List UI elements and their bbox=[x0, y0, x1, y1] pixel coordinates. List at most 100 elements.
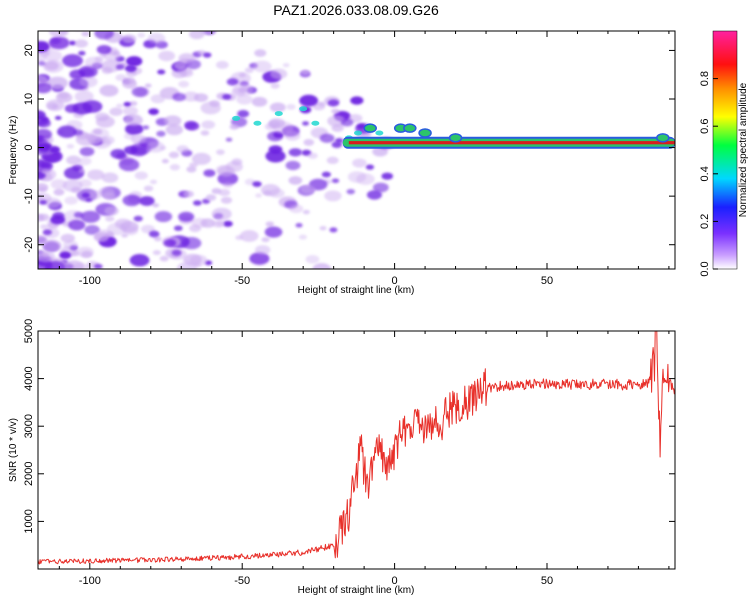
spectrogram-blob bbox=[39, 199, 47, 205]
spectrogram-blob bbox=[312, 263, 331, 269]
spectrogram-blob bbox=[161, 158, 169, 164]
spectrogram-xtick-label: 0 bbox=[392, 275, 398, 287]
spectrogram-ytick-label: 20 bbox=[23, 44, 35, 56]
spectrogram-blob bbox=[55, 92, 73, 103]
spectrogram-blob bbox=[81, 31, 90, 37]
spectrogram-blob bbox=[356, 173, 375, 185]
snr-xtick-label: -100 bbox=[79, 575, 101, 587]
spectrogram-blob bbox=[147, 32, 166, 44]
spectrogram-blob bbox=[63, 166, 85, 180]
spectrogram-blob bbox=[131, 86, 148, 97]
trace-bump bbox=[448, 133, 463, 143]
spectrogram-blob bbox=[50, 37, 61, 45]
trace-center bbox=[348, 141, 675, 145]
spectrogram-blob bbox=[74, 90, 94, 103]
spectrogram-blob bbox=[159, 255, 169, 262]
spectrogram-blob bbox=[261, 236, 270, 243]
spectrogram-blob bbox=[94, 263, 103, 269]
spectrogram-blob bbox=[143, 185, 154, 192]
snr-x-axis: -100 -50 0 50 bbox=[58, 331, 670, 587]
spectrogram-blob bbox=[254, 49, 267, 57]
spectrogram-blob bbox=[241, 86, 250, 92]
spectrogram-blob bbox=[123, 76, 136, 85]
spectrogram-blob bbox=[38, 40, 50, 53]
spectrogram-blob bbox=[92, 128, 103, 135]
spectrogram-blob bbox=[226, 78, 239, 86]
spectrogram-blob bbox=[68, 40, 77, 46]
spectrogram-blob bbox=[381, 172, 393, 180]
spectrogram-blob bbox=[137, 32, 146, 38]
snr-y-axis: 1000 2000 3000 4000 5000 bbox=[23, 319, 675, 534]
spectrogram-y-label: Frequency (Hz) bbox=[8, 116, 19, 185]
spectrogram-blob bbox=[346, 188, 356, 195]
spectrogram-blob bbox=[189, 31, 205, 40]
spectrogram-blob bbox=[106, 222, 127, 236]
spectrogram-blob bbox=[99, 53, 107, 58]
spectrogram-blob bbox=[223, 220, 233, 227]
spectrogram-blob bbox=[225, 137, 233, 142]
spectrogram-ytick-label: 10 bbox=[23, 93, 35, 105]
spectrogram-blob bbox=[142, 125, 150, 130]
spectrogram-blob bbox=[268, 118, 286, 129]
spectrogram-blob bbox=[340, 118, 354, 127]
spectrogram-blob bbox=[98, 186, 115, 197]
spectrogram-blob bbox=[184, 121, 197, 129]
spectrogram-blob bbox=[105, 215, 115, 222]
snr-ytick-label: 2000 bbox=[23, 462, 35, 486]
spectrogram-blob bbox=[94, 112, 110, 122]
colorbar-tick-label: 0.4 bbox=[699, 166, 711, 181]
spectrogram-blob bbox=[165, 124, 184, 136]
spectrogram-blobs bbox=[38, 25, 396, 269]
spectrogram-blob bbox=[173, 225, 183, 231]
spectrogram-blob bbox=[62, 54, 83, 68]
spectrogram-blob bbox=[203, 169, 216, 177]
snr-ytick-label: 4000 bbox=[23, 366, 35, 390]
spectrogram-blob bbox=[301, 69, 310, 76]
spectrogram-blob bbox=[80, 67, 95, 77]
spectrogram-hotspot bbox=[232, 115, 241, 121]
spectrogram-blob bbox=[76, 246, 94, 258]
spectrogram-blob bbox=[48, 31, 69, 38]
spectrogram-blob bbox=[87, 135, 102, 145]
spectrogram-blob bbox=[191, 152, 212, 165]
spectrogram-blob bbox=[319, 226, 327, 231]
spectrogram-blob bbox=[192, 200, 202, 206]
spectrogram-x-axis: -100 -50 0 50 bbox=[58, 31, 670, 287]
spectrogram-blob bbox=[115, 64, 125, 70]
snr-xtick-label: -50 bbox=[234, 575, 250, 587]
spectrogram-blob bbox=[63, 240, 78, 250]
spectrogram-hotspot bbox=[253, 120, 262, 126]
spectrogram-blob bbox=[73, 25, 83, 31]
spectrogram-blob bbox=[62, 179, 83, 192]
spectrogram-xtick-label: -100 bbox=[79, 275, 101, 287]
spectrogram-blob bbox=[156, 130, 166, 137]
spectrogram-blob bbox=[217, 165, 235, 177]
spectrogram-blob bbox=[200, 31, 217, 35]
spectrogram-blob bbox=[295, 223, 303, 228]
spectrogram-blob bbox=[329, 227, 338, 233]
spectrogram-blob bbox=[101, 66, 113, 74]
colorbar-ticks: 0.0 0.2 0.4 0.6 0.8 bbox=[699, 71, 718, 277]
spectrogram-blob bbox=[372, 146, 389, 157]
spectrogram-blob bbox=[222, 94, 232, 100]
spectrogram-blob bbox=[288, 148, 302, 157]
spectrogram-blob bbox=[265, 149, 286, 163]
spectrogram-blob bbox=[181, 237, 202, 250]
spectrogram-blob bbox=[124, 64, 137, 73]
trace-bump bbox=[656, 133, 670, 143]
spectrogram-blob bbox=[331, 141, 343, 148]
snr-x-label: Height of straight line (km) bbox=[298, 585, 415, 596]
spectrogram-blob bbox=[82, 100, 103, 113]
spectrogram-blob bbox=[122, 106, 138, 116]
snr-xtick-label: 50 bbox=[541, 575, 553, 587]
spectrogram-blob bbox=[270, 83, 280, 89]
spectrogram-blob bbox=[38, 119, 51, 128]
spectrogram-blob bbox=[84, 56, 103, 68]
spectrogram-blob bbox=[133, 215, 143, 222]
spectrogram-blob bbox=[176, 145, 189, 153]
spectrogram-blob bbox=[122, 34, 137, 44]
spectrogram-blob bbox=[50, 215, 66, 225]
spectrogram-blob bbox=[302, 121, 310, 126]
spectrogram-blob bbox=[365, 164, 375, 170]
spectrogram-blob bbox=[78, 157, 92, 166]
